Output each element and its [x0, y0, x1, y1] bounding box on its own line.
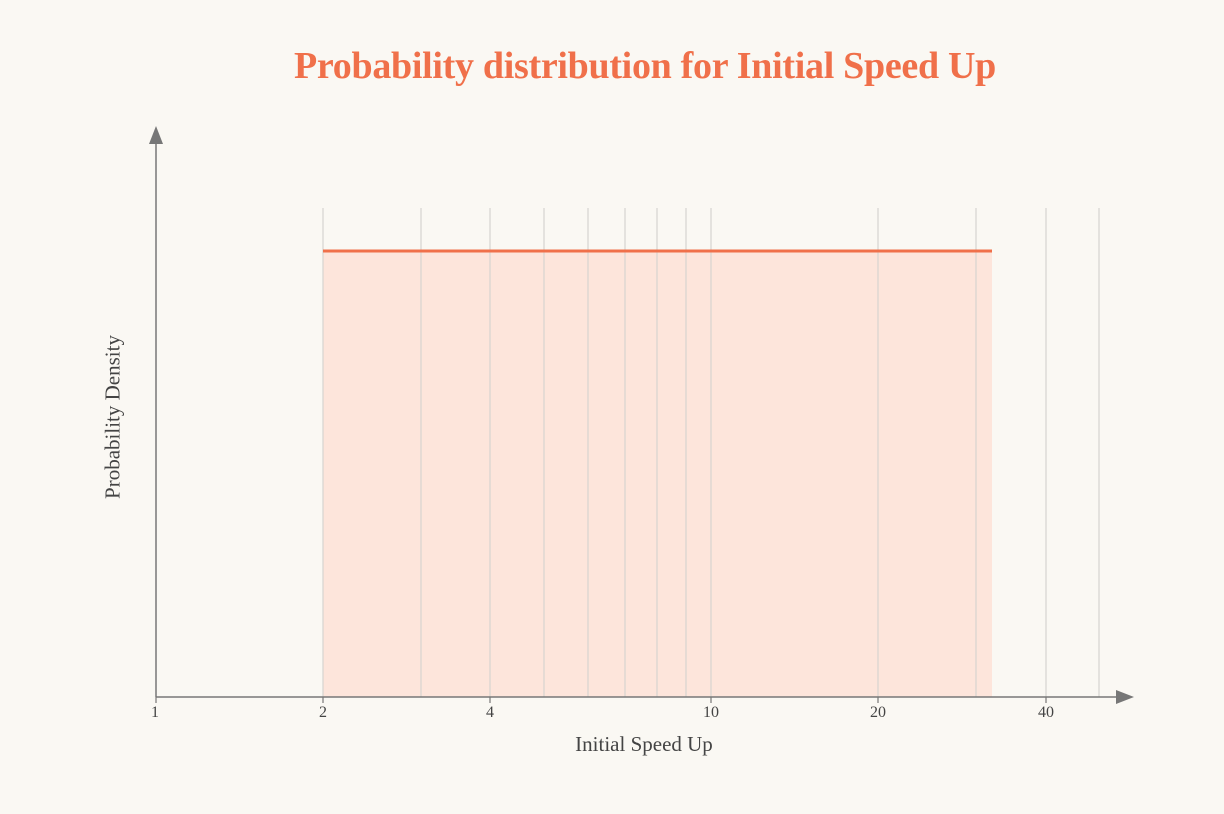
x-axis-arrow-icon [1116, 690, 1134, 704]
x-tick-label: 2 [319, 704, 327, 721]
x-tick-label: 10 [703, 704, 719, 721]
x-axis-label: Initial Speed Up [575, 732, 713, 756]
y-axis [149, 126, 163, 697]
x-tick-label: 1 [151, 704, 159, 721]
y-axis-arrow-icon [149, 126, 163, 144]
x-tick-label: 20 [870, 704, 886, 721]
x-axis [155, 690, 1134, 704]
x-tick-label: 4 [486, 704, 494, 721]
chart-title: Probability distribution for Initial Spe… [294, 45, 996, 87]
y-axis-label: Probability Density [100, 335, 125, 499]
x-tick-label: 40 [1038, 704, 1054, 721]
x-gridlines [322, 208, 1100, 697]
